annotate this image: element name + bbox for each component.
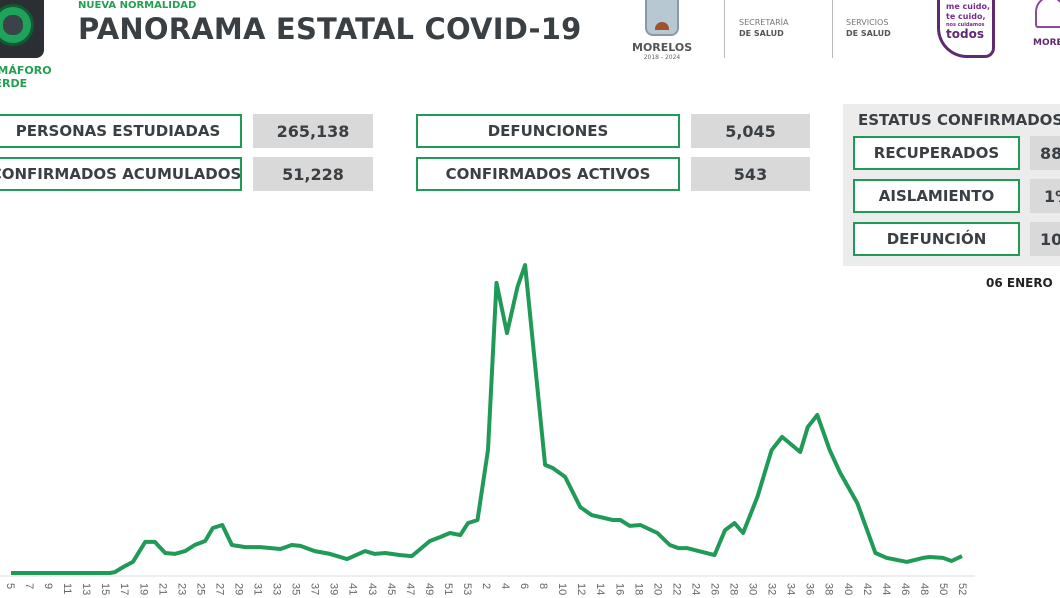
x-tick-label: 17: [118, 583, 130, 595]
report-date: 06 ENERO: [986, 276, 1053, 290]
x-tick-label: 24: [689, 583, 701, 595]
series-line: [11, 263, 963, 575]
x-tick-label: 5: [4, 583, 16, 589]
x-tick-label: 42: [861, 583, 873, 595]
morelos-shield-logo: [645, 0, 679, 36]
x-tick-label: 12: [575, 583, 587, 595]
servicios-logo: SERVICIOS DE SALUD: [846, 17, 891, 39]
status-label-recuperados: RECUPERADOS: [853, 136, 1020, 170]
semaforo-label: SEMÁFORO VERDE: [0, 64, 52, 90]
x-tick-label: 33: [271, 583, 283, 595]
x-tick-label: 15: [99, 583, 111, 595]
x-tick-label: 39: [328, 583, 340, 595]
x-tick-label: 38: [823, 583, 835, 595]
x-tick-label: 21: [156, 583, 168, 595]
status-value-recuperados: 88: [1030, 136, 1060, 170]
morelos-logo-text: MORELOS: [632, 41, 693, 54]
x-tick-label: 31: [252, 583, 264, 595]
x-tick-label: 16: [613, 583, 625, 595]
servicios-line2: DE SALUD: [846, 29, 891, 38]
x-tick-label: 49: [423, 583, 435, 595]
page-title: PANORAMA ESTATAL COVID-19: [78, 12, 582, 46]
status-value-defuncion: 10: [1030, 222, 1060, 256]
x-tick-label: 47: [404, 583, 416, 595]
program-label: NUEVA NORMALIDAD: [78, 0, 197, 11]
stat-value-confirmados-activos: 543: [691, 157, 810, 191]
x-tick-label: 4: [499, 583, 511, 589]
x-tick-label: 50: [937, 583, 949, 595]
x-tick-label: 41: [347, 583, 359, 595]
secretaria-line1: SECRETARÍA: [739, 18, 789, 27]
x-tick-label: 20: [651, 583, 663, 595]
x-tick-label: 37: [309, 583, 321, 595]
x-tick-label: 14: [594, 583, 606, 595]
status-label-defuncion: DEFUNCIÓN: [853, 222, 1020, 256]
x-tick-label: 28: [728, 583, 740, 595]
morelos-flower-logo: [1035, 0, 1060, 28]
x-tick-label: 53: [461, 583, 473, 595]
semaforo-icon: [0, 0, 44, 58]
secretaria-logo: SECRETARÍA DE SALUD: [739, 17, 788, 39]
x-tick-label: 25: [194, 583, 206, 595]
divider: [724, 0, 725, 58]
stat-value-defunciones: 5,045: [691, 114, 810, 148]
semaforo-word: SEMÁFORO: [0, 64, 52, 77]
campaign-line: nos cuidamos: [946, 22, 985, 28]
servicios-line1: SERVICIOS: [846, 18, 889, 27]
x-tick-label: 30: [747, 583, 759, 595]
stat-label-confirmados-activos: CONFIRMADOS ACTIVOS: [416, 157, 680, 191]
secretaria-line2: DE SALUD: [739, 29, 784, 38]
x-tick-label: 45: [385, 583, 397, 595]
x-tick-label: 32: [766, 583, 778, 595]
x-tick-label: 34: [785, 583, 797, 595]
stat-value-confirmados-acumulados: 51,228: [253, 157, 373, 191]
x-tick-label: 46: [899, 583, 911, 595]
x-tick-label: 48: [918, 583, 930, 595]
x-tick-label: 23: [175, 583, 187, 595]
campaign-logo: me cuido, te cuido, nos cuidamos todos: [937, 0, 995, 58]
x-tick-label: 44: [880, 583, 892, 595]
x-tick-label: 43: [366, 583, 378, 595]
stat-label-defunciones: DEFUNCIONES: [416, 114, 680, 148]
semaforo-color: VERDE: [0, 77, 28, 90]
x-tick-label: 9: [42, 583, 54, 589]
x-tick-label: 51: [442, 583, 454, 595]
right-logo-text: MORE: [1033, 38, 1060, 48]
x-tick-label: 36: [804, 583, 816, 595]
x-tick-label: 11: [61, 583, 73, 594]
status-panel-title: ESTATUS CONFIRMADOS: [858, 111, 1060, 129]
x-tick-label: 18: [632, 583, 644, 595]
stat-value-personas-estudiadas: 265,138: [253, 114, 373, 148]
x-tick-label: 52: [956, 583, 968, 595]
x-tick-label: 26: [708, 583, 720, 595]
x-tick-label: 35: [290, 583, 302, 595]
x-tick-label: 29: [232, 583, 244, 595]
campaign-line: todos: [946, 27, 984, 41]
stat-label-personas-estudiadas: PERSONAS ESTUDIADAS: [0, 114, 242, 148]
stat-label-confirmados-acumulados: CONFIRMADOS ACUMULADOS: [0, 157, 242, 191]
status-value-aislamiento: 1%: [1030, 179, 1060, 213]
divider: [832, 0, 833, 58]
x-tick-label: 7: [23, 583, 35, 589]
x-tick-label: 2: [480, 583, 492, 589]
campaign-line: te cuido,: [946, 12, 986, 21]
x-tick-label: 27: [213, 583, 225, 595]
campaign-line: me cuido,: [946, 2, 990, 11]
status-label-aislamiento: AISLAMIENTO: [853, 179, 1020, 213]
x-tick-label: 6: [518, 583, 530, 589]
morelos-years: 2018 - 2024: [643, 54, 681, 61]
x-tick-label: 22: [670, 583, 682, 595]
x-tick-label: 40: [842, 583, 854, 595]
x-tick-label: 8: [537, 583, 549, 589]
x-tick-label: 13: [80, 583, 92, 595]
x-tick-label: 19: [137, 583, 149, 595]
x-tick-label: 10: [556, 583, 568, 595]
